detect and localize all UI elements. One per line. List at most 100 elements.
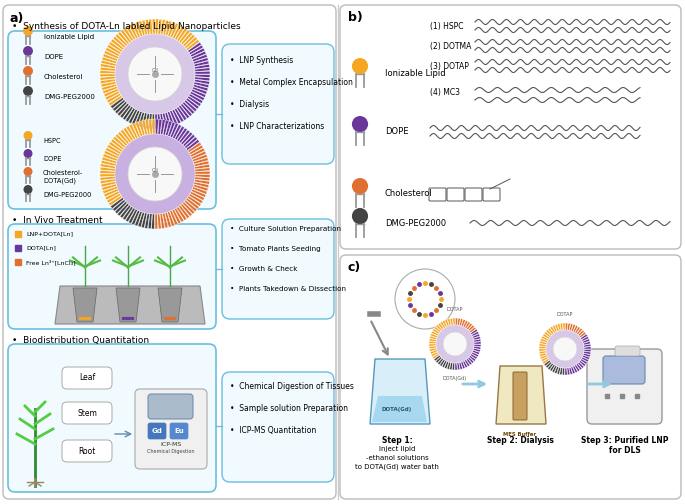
Wedge shape: [473, 348, 480, 352]
Wedge shape: [575, 364, 580, 371]
Wedge shape: [580, 359, 587, 364]
Wedge shape: [547, 363, 553, 370]
Wedge shape: [149, 19, 153, 34]
Text: Gd: Gd: [151, 68, 158, 73]
Wedge shape: [429, 339, 436, 342]
Wedge shape: [434, 327, 441, 333]
FancyBboxPatch shape: [340, 5, 681, 249]
Wedge shape: [432, 353, 439, 359]
Wedge shape: [115, 134, 195, 214]
Wedge shape: [180, 204, 192, 216]
Wedge shape: [167, 211, 175, 226]
Text: DOPE: DOPE: [43, 156, 62, 162]
Wedge shape: [543, 334, 549, 339]
Wedge shape: [557, 367, 561, 374]
Text: for DLS: for DLS: [609, 446, 641, 455]
Wedge shape: [188, 142, 201, 153]
FancyBboxPatch shape: [615, 346, 640, 356]
Wedge shape: [179, 205, 190, 219]
Text: DMG-PEG2000: DMG-PEG2000: [44, 94, 95, 100]
Wedge shape: [163, 20, 169, 35]
Wedge shape: [569, 324, 573, 331]
Wedge shape: [189, 45, 203, 55]
Wedge shape: [121, 30, 132, 43]
Wedge shape: [115, 34, 127, 46]
Wedge shape: [195, 77, 210, 81]
Wedge shape: [429, 346, 436, 349]
Wedge shape: [192, 187, 207, 194]
Text: DOTA(Gd): DOTA(Gd): [382, 408, 412, 412]
Wedge shape: [182, 202, 195, 214]
Wedge shape: [160, 119, 165, 135]
FancyBboxPatch shape: [222, 44, 334, 164]
Wedge shape: [125, 108, 136, 122]
Text: •  Sample solution Preparation: • Sample solution Preparation: [230, 404, 348, 413]
FancyBboxPatch shape: [222, 219, 334, 319]
Wedge shape: [103, 186, 118, 194]
Wedge shape: [436, 357, 442, 363]
Wedge shape: [195, 164, 210, 169]
FancyBboxPatch shape: [62, 440, 112, 462]
Wedge shape: [192, 87, 207, 94]
Circle shape: [352, 58, 368, 74]
Circle shape: [23, 26, 33, 36]
Wedge shape: [141, 113, 147, 128]
FancyBboxPatch shape: [340, 255, 681, 499]
Wedge shape: [555, 324, 559, 332]
Wedge shape: [442, 360, 447, 367]
Text: Gd: Gd: [151, 167, 158, 172]
Wedge shape: [464, 359, 470, 366]
Wedge shape: [149, 119, 153, 134]
Wedge shape: [440, 322, 445, 329]
FancyBboxPatch shape: [8, 344, 216, 492]
FancyBboxPatch shape: [513, 372, 527, 420]
Wedge shape: [117, 103, 129, 116]
Wedge shape: [107, 193, 121, 203]
FancyBboxPatch shape: [3, 5, 336, 499]
Wedge shape: [135, 111, 142, 126]
Wedge shape: [155, 114, 158, 129]
Wedge shape: [165, 212, 171, 227]
Wedge shape: [577, 328, 582, 335]
Circle shape: [395, 269, 455, 329]
Wedge shape: [100, 167, 115, 171]
Polygon shape: [158, 288, 182, 322]
Wedge shape: [165, 21, 172, 36]
Wedge shape: [104, 89, 119, 97]
Wedge shape: [188, 96, 201, 106]
Wedge shape: [108, 95, 123, 106]
Wedge shape: [100, 74, 115, 77]
Polygon shape: [372, 396, 427, 422]
Wedge shape: [562, 368, 564, 375]
Text: •  Metal Complex Encapsulation: • Metal Complex Encapsulation: [230, 78, 353, 87]
Wedge shape: [117, 203, 129, 216]
Wedge shape: [123, 28, 134, 41]
Wedge shape: [546, 330, 552, 336]
Text: Step 3: Purified LNP: Step 3: Purified LNP: [582, 436, 669, 445]
Wedge shape: [174, 108, 184, 122]
Wedge shape: [103, 86, 118, 94]
Wedge shape: [100, 170, 115, 173]
Wedge shape: [474, 342, 481, 344]
Wedge shape: [162, 213, 168, 228]
Wedge shape: [188, 42, 201, 52]
Wedge shape: [582, 337, 588, 341]
Wedge shape: [145, 113, 149, 129]
Wedge shape: [132, 123, 140, 138]
Wedge shape: [539, 344, 547, 347]
Wedge shape: [129, 124, 138, 139]
Wedge shape: [194, 61, 209, 67]
Text: Cholesterol: Cholesterol: [385, 190, 433, 199]
Wedge shape: [125, 208, 136, 222]
Wedge shape: [145, 119, 150, 135]
Wedge shape: [104, 188, 119, 197]
Wedge shape: [546, 362, 552, 368]
Wedge shape: [474, 344, 481, 347]
Wedge shape: [107, 145, 121, 154]
Wedge shape: [180, 103, 192, 116]
Wedge shape: [455, 363, 457, 370]
Circle shape: [128, 47, 182, 101]
Text: •  Synthesis of DOTA-Ln labled Lipid Nanoparticles: • Synthesis of DOTA-Ln labled Lipid Nano…: [12, 22, 240, 31]
Text: Leaf: Leaf: [79, 373, 95, 383]
Wedge shape: [194, 161, 209, 166]
